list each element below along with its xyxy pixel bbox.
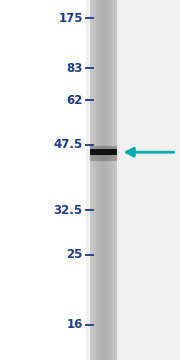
Bar [93, 0, 94, 360]
Bar [110, 0, 111, 360]
Bar [94, 0, 95, 360]
Bar [112, 0, 113, 360]
Bar [108, 0, 109, 360]
Bar [113, 0, 114, 360]
Bar [92, 0, 93, 360]
Bar [90, 0, 91, 360]
Bar [109, 0, 110, 360]
Bar [86, 0, 180, 360]
Bar [107, 0, 108, 360]
Bar [90, 149, 117, 156]
Bar [116, 0, 117, 360]
Text: 62: 62 [66, 94, 83, 107]
Bar [95, 0, 96, 360]
Bar [97, 0, 98, 360]
Bar [102, 0, 103, 360]
Bar [106, 0, 107, 360]
Bar [90, 146, 117, 161]
Text: 83: 83 [66, 62, 83, 75]
Bar [91, 0, 92, 360]
Bar [100, 0, 101, 360]
Text: 25: 25 [66, 248, 83, 261]
Bar [115, 0, 116, 360]
Text: 175: 175 [58, 12, 83, 24]
Bar [98, 0, 99, 360]
Text: 16: 16 [66, 319, 83, 332]
Bar [104, 0, 105, 360]
Bar [111, 0, 112, 360]
Bar [94, 0, 95, 360]
Bar [99, 0, 100, 360]
Bar [103, 0, 104, 360]
Bar [114, 0, 115, 360]
Bar [103, 0, 104, 360]
Text: 32.5: 32.5 [54, 203, 83, 216]
Bar [96, 0, 97, 360]
Text: 47.5: 47.5 [54, 139, 83, 152]
Bar [105, 0, 106, 360]
Bar [101, 0, 102, 360]
